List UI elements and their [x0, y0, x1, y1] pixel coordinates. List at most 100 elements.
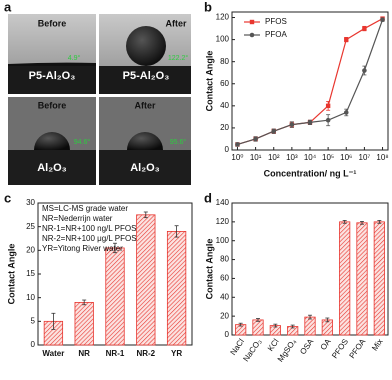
x-tick-label: 10⁴	[304, 153, 317, 162]
bar	[356, 222, 368, 336]
y-tick-label: 10	[26, 293, 35, 302]
marker	[362, 26, 367, 31]
x-axis-title: Concentration/ ng L⁻¹	[264, 168, 357, 178]
bar	[304, 316, 316, 336]
note: NR=Nederrijn water	[42, 214, 113, 223]
y-tick-label: 140	[216, 198, 230, 207]
note: YR=Yitong River water	[42, 244, 123, 253]
y-tick-label: 60	[220, 79, 229, 88]
legend-label: PFOS	[265, 17, 287, 26]
y-tick-label: 100	[216, 236, 230, 245]
substrate-label: P5-Al₂O₃	[29, 70, 76, 82]
y-axis-title: Contact Angle	[204, 239, 214, 300]
x-tick-label: Mix	[370, 337, 385, 352]
angle-label: 4.9°	[68, 54, 81, 62]
marker	[253, 136, 258, 142]
y-tick-label: 15	[26, 269, 35, 278]
marker	[362, 68, 367, 73]
x-tick-label: 10³	[286, 153, 298, 162]
photo-caption: After	[165, 18, 186, 28]
legend-marker	[249, 19, 255, 25]
substrate-label: Al₂O₃	[37, 162, 67, 174]
angle-label: 94.6°	[74, 138, 91, 146]
y-tick-label: 120	[216, 13, 230, 22]
photo-caption: After	[134, 100, 155, 110]
y-tick-label: 20	[220, 123, 229, 132]
y-tick-label: 80	[220, 57, 229, 66]
x-tick-label: Water	[42, 349, 64, 358]
y-tick-label: 60	[220, 274, 229, 283]
y-axis-title: Contact Angle	[6, 244, 16, 305]
droplet	[34, 131, 70, 150]
x-tick-label: NaCO₃	[241, 337, 263, 363]
note: NR-1=NR+100 ng/L PFOS	[42, 224, 136, 233]
x-tick-label: 10⁰	[231, 153, 243, 162]
y-tick-label: 0	[225, 330, 230, 339]
x-tick-label: 10²	[268, 153, 280, 162]
y-tick-label: 120	[216, 217, 230, 226]
legend-label: PFOA	[265, 30, 287, 39]
x-tick-label: KCl	[266, 337, 281, 353]
x-tick-label: MgSO₄	[276, 337, 298, 363]
x-tick-label: NR-1	[106, 349, 125, 358]
x-tick-label: OSA	[298, 337, 315, 357]
panel-label: b	[204, 0, 212, 14]
substrate-shape	[99, 66, 191, 94]
y-tick-label: 25	[26, 222, 35, 231]
y-tick-label: 40	[220, 292, 229, 301]
x-tick-label: 10⁸	[376, 153, 388, 162]
marker	[344, 37, 349, 42]
x-tick-label: YR	[171, 349, 182, 358]
marker	[289, 122, 295, 127]
substrate-label: P5-Al₂O₃	[123, 70, 170, 82]
y-tick-label: 80	[220, 255, 229, 264]
marker	[343, 110, 349, 115]
bar	[136, 214, 156, 346]
marker	[235, 142, 240, 147]
x-tick-label: PFOS	[330, 337, 350, 360]
x-tick-label: 10¹	[250, 153, 262, 162]
bar	[105, 247, 125, 346]
angle-label: 95.6°	[170, 138, 187, 146]
y-tick-label: 0	[225, 145, 230, 154]
y-tick-label: 0	[31, 340, 36, 349]
bar	[166, 230, 187, 346]
marker	[380, 17, 385, 23]
x-tick-label: 10⁶	[340, 153, 352, 162]
marker	[325, 117, 331, 123]
panel-label: a	[4, 0, 12, 14]
droplet	[126, 26, 166, 66]
y-tick-label: 40	[220, 101, 229, 110]
bar	[339, 221, 351, 336]
y-axis-title: Contact Angle	[204, 51, 214, 112]
film	[8, 62, 96, 66]
substrate-shape	[99, 150, 191, 185]
legend-marker	[249, 32, 255, 38]
series-line	[237, 19, 384, 146]
note: MS=LC-MS grade water	[42, 204, 128, 213]
series-line	[237, 18, 383, 146]
substrate-label: Al₂O₃	[130, 162, 160, 174]
plot-frame	[231, 11, 389, 151]
x-tick-label: 10⁷	[359, 153, 371, 162]
marker	[325, 103, 331, 109]
x-tick-label: NR-2	[136, 349, 155, 358]
substrate-shape	[8, 66, 96, 94]
photo-caption: Before	[38, 18, 67, 28]
x-tick-label: OA	[319, 337, 333, 352]
bar	[373, 221, 385, 336]
y-tick-label: 20	[220, 311, 229, 320]
y-tick-label: 20	[26, 245, 35, 254]
angle-label: 122.2°	[168, 54, 189, 62]
panel-label: d	[204, 190, 212, 205]
bar	[252, 319, 264, 336]
bar	[74, 301, 94, 346]
substrate-shape	[8, 150, 96, 185]
x-tick-label: PFOA	[348, 337, 368, 361]
image-panel: a Before 4.9° P5-Al₂O₃ After 122.2° P5-A…	[4, 0, 191, 185]
droplet	[127, 131, 164, 150]
marker	[271, 128, 277, 134]
x-tick-label: NR	[78, 349, 90, 358]
y-tick-label: 5	[31, 316, 36, 325]
